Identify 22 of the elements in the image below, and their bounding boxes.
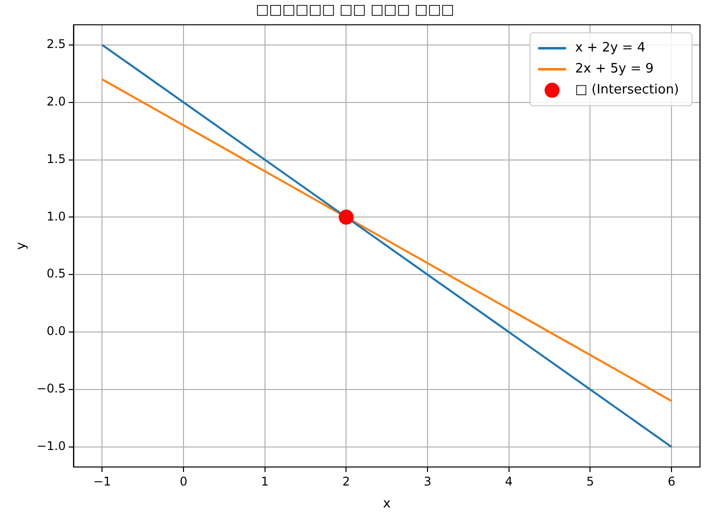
y-tick-label: −0.5 <box>36 382 66 396</box>
x-tick-label: 1 <box>261 474 269 488</box>
x-tick-label: 5 <box>586 474 594 488</box>
y-tick-label: 1.0 <box>46 209 66 224</box>
x-tick-label: 0 <box>180 474 188 488</box>
y-tick-label: 2.0 <box>46 94 66 108</box>
y-tick-label: 0.5 <box>46 266 66 281</box>
y-axis-title: y <box>14 242 30 250</box>
x-tick-label: 4 <box>505 474 513 488</box>
y-tick-label: 0.0 <box>46 324 66 338</box>
chart-title: □□□□□□ □□ □□□ □□□ <box>256 2 454 18</box>
legend-label: □ (Intersection) <box>575 82 680 98</box>
x-tick-label: 6 <box>668 474 676 488</box>
x-tick-label: 3 <box>424 474 432 488</box>
x-tick-label: −1 <box>93 474 112 488</box>
y-tick-label: −1.0 <box>36 439 66 454</box>
y-tick-label: 2.5 <box>46 37 66 52</box>
legend-label: x + 2y = 4 <box>575 40 646 56</box>
y-tick-label: 1.5 <box>46 152 66 166</box>
legend-label: 2x + 5y = 9 <box>575 62 654 77</box>
x-tick-label: 2 <box>342 474 350 488</box>
x-axis-title: x <box>383 496 392 512</box>
